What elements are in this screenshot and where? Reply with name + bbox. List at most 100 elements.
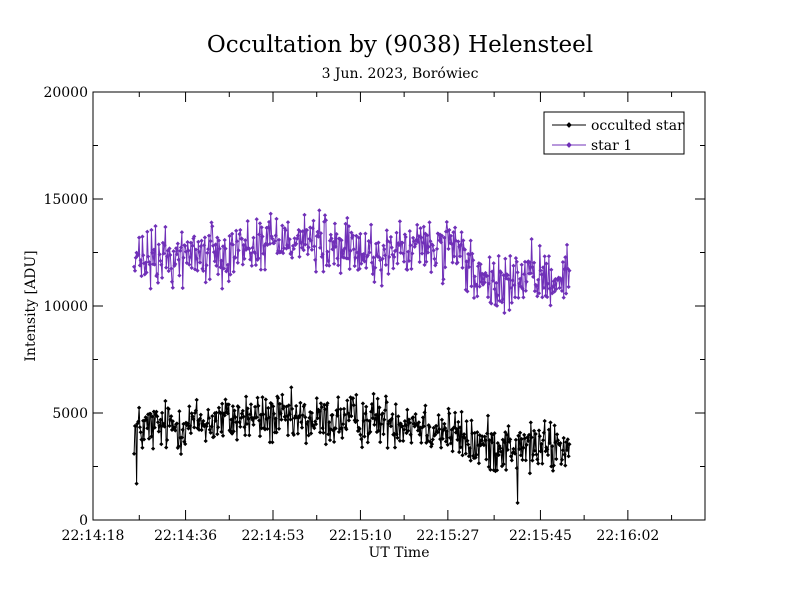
data-point (193, 408, 199, 413)
data-point (378, 439, 383, 445)
data-point (368, 239, 373, 245)
data-point (535, 457, 540, 462)
data-point (364, 404, 369, 409)
data-point (266, 219, 272, 225)
data-point (325, 249, 330, 254)
data-point (187, 404, 192, 409)
data-point (439, 233, 445, 238)
data-point (462, 435, 468, 441)
data-point (354, 233, 359, 239)
data-point (204, 424, 209, 429)
data-point (413, 241, 418, 247)
data-point (252, 250, 258, 256)
data-point (241, 242, 246, 248)
data-point (476, 461, 482, 466)
data-point (236, 405, 241, 410)
data-point (245, 406, 250, 411)
data-point (335, 256, 340, 261)
data-point (136, 419, 141, 424)
data-point (193, 247, 199, 252)
data-point (174, 252, 180, 257)
data-point (545, 452, 551, 458)
data-point (492, 286, 497, 292)
data-point (536, 461, 541, 466)
data-point (386, 271, 391, 277)
data-point (248, 402, 254, 407)
data-point (438, 445, 444, 450)
data-point (354, 392, 359, 398)
data-point (180, 285, 185, 291)
data-point (455, 260, 460, 265)
data-point (176, 257, 181, 262)
data-point (361, 418, 366, 424)
data-point (567, 268, 572, 273)
data-point (373, 416, 378, 422)
data-point (391, 266, 396, 271)
data-point (257, 232, 262, 237)
data-point (536, 291, 542, 296)
data-point (260, 234, 265, 239)
data-point (356, 235, 361, 240)
data-point (195, 268, 200, 273)
data-point (394, 432, 399, 437)
data-point (494, 468, 500, 473)
data-point (517, 446, 522, 452)
data-point (206, 415, 212, 421)
data-point (247, 433, 252, 438)
data-point (166, 268, 171, 274)
data-point (365, 253, 370, 258)
data-point (369, 401, 375, 407)
data-point (141, 253, 146, 258)
data-point (419, 440, 424, 445)
data-point (317, 245, 323, 250)
data-point (240, 408, 245, 414)
data-point (430, 243, 435, 248)
data-point (421, 424, 426, 429)
data-point (523, 288, 528, 293)
y-tick-label: 0 (79, 513, 88, 529)
data-point (390, 412, 395, 417)
data-point (362, 259, 367, 264)
data-point (381, 243, 386, 248)
data-point (410, 235, 416, 241)
data-point (471, 258, 476, 263)
data-point (287, 237, 292, 242)
data-point (459, 409, 464, 415)
data-point (220, 286, 225, 291)
data-point (145, 426, 150, 431)
data-point (294, 403, 299, 409)
data-point (475, 294, 480, 299)
data-point (532, 288, 538, 294)
data-point (234, 420, 239, 425)
data-point (259, 225, 264, 230)
data-point (131, 451, 137, 456)
data-point (513, 255, 519, 261)
data-point (544, 261, 549, 266)
data-point (215, 431, 220, 437)
data-point (234, 437, 240, 442)
data-point (256, 256, 261, 261)
data-point (148, 411, 153, 417)
data-point (382, 247, 387, 252)
data-point (512, 451, 518, 456)
data-point (277, 401, 282, 407)
data-point (393, 402, 398, 407)
data-point (529, 435, 534, 440)
data-point (567, 442, 572, 447)
data-point (474, 452, 479, 457)
data-point (371, 391, 376, 397)
data-point (237, 419, 242, 425)
data-point (442, 235, 447, 240)
data-point (214, 263, 219, 268)
data-point (300, 413, 305, 418)
data-point (509, 300, 514, 305)
data-point (169, 266, 174, 271)
data-point (220, 433, 226, 438)
data-point (287, 412, 292, 417)
data-point (335, 413, 340, 418)
data-point (400, 424, 405, 429)
data-point (422, 262, 427, 268)
data-point (205, 250, 210, 256)
data-point (487, 255, 492, 260)
data-point (368, 409, 374, 414)
